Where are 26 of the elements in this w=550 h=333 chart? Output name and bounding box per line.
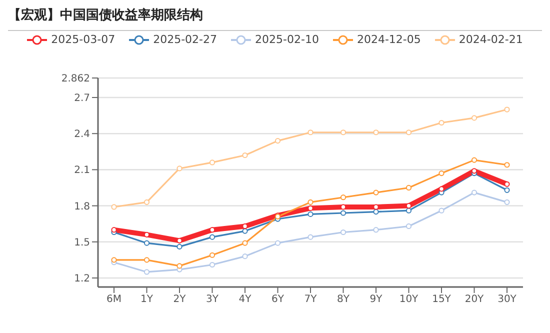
y-tick-label: 1.2: [74, 274, 90, 285]
legend-label: 2025-02-10: [255, 33, 319, 46]
x-tick-label: 1Y: [140, 294, 154, 306]
x-tick-label: 10Y: [399, 294, 420, 306]
y-tick-label: 1.8: [74, 201, 90, 212]
legend-label: 2025-02-27: [153, 33, 218, 46]
y-tick-label: 2.862: [61, 74, 90, 85]
x-tick-label: 8Y: [337, 294, 350, 306]
legend-label: 2025-03-07: [51, 33, 116, 46]
x-tick-label: 6Y: [272, 294, 285, 306]
legend-label: 2024-12-05: [356, 33, 421, 46]
y-tick-label: 2.1: [74, 165, 90, 176]
y-tick-label: 2.4: [74, 129, 90, 140]
x-tick-label: 30Y: [498, 294, 518, 306]
x-tick-label: 3Y: [206, 294, 220, 306]
x-tick-label: 20Y: [464, 294, 485, 306]
x-tick-label: 15Y: [432, 294, 452, 306]
x-tick-label: 9Y: [370, 294, 384, 306]
x-tick-label: 6M: [106, 294, 122, 306]
x-tick-label: 7Y: [304, 294, 318, 306]
x-tick-label: 2Y: [173, 294, 187, 306]
x-tick-label: 4Y: [238, 294, 252, 306]
y-tick-label: 2.7: [74, 93, 90, 104]
chart-title: 【宏观】中国国债收益率期限结构: [8, 6, 203, 24]
y-tick-label: 1.5: [74, 237, 90, 248]
legend-label: 2024-02-21: [458, 33, 523, 46]
